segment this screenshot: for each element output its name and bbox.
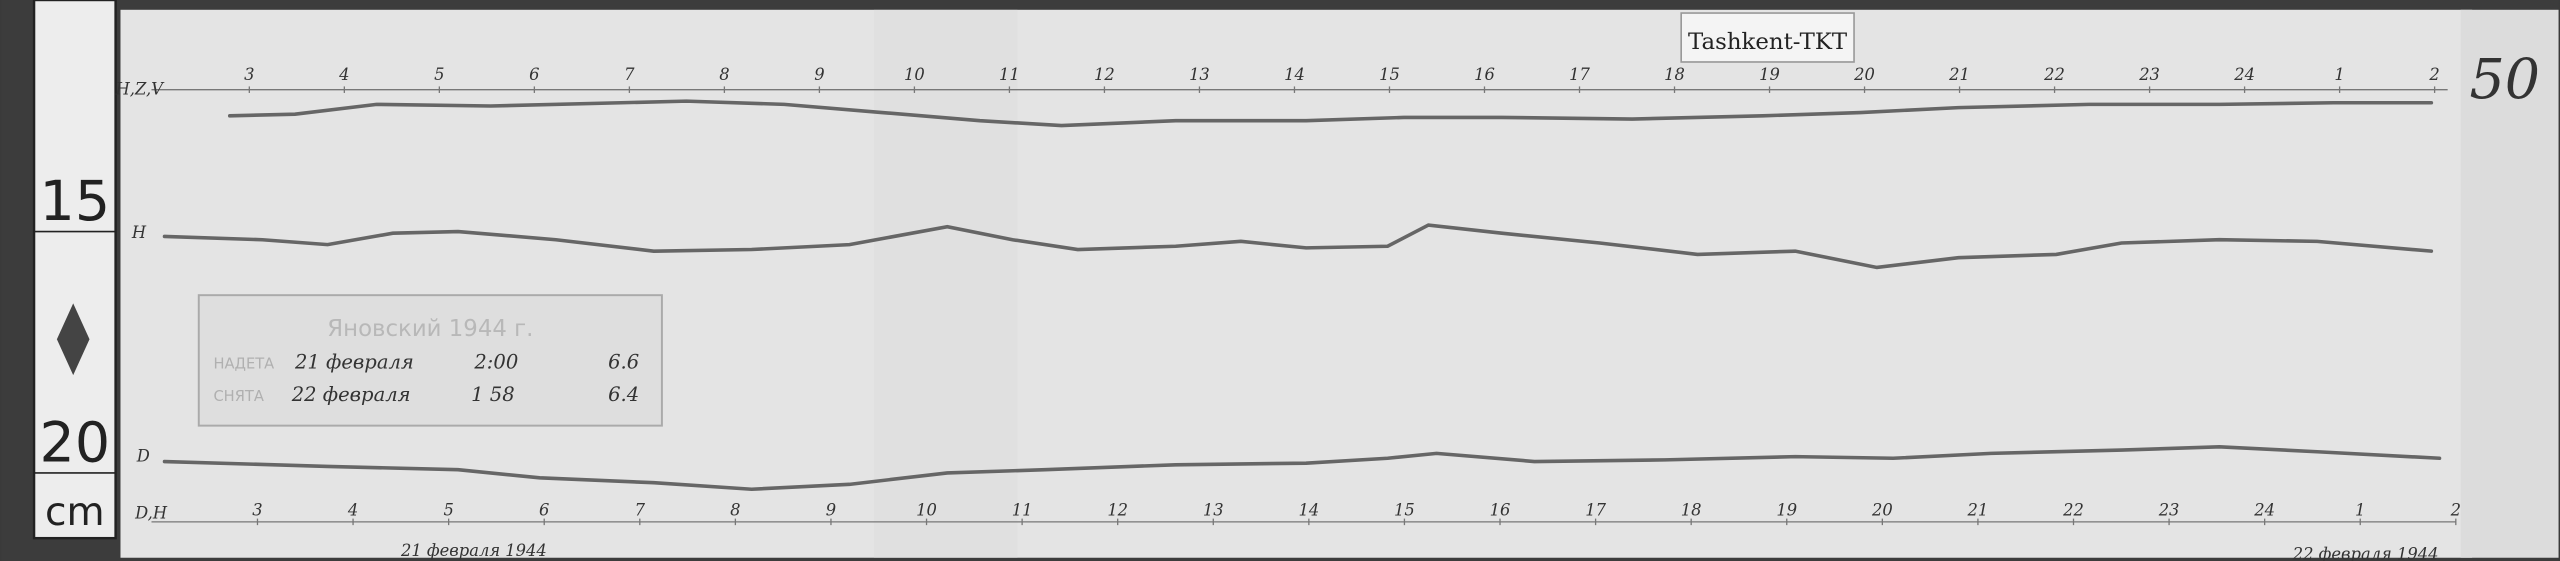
- hour-label: 6: [529, 65, 539, 84]
- hour-label: 15: [1379, 65, 1400, 84]
- hour-label: 10: [904, 65, 925, 84]
- hour-label: 17: [1569, 65, 1590, 84]
- stamp-label: НАДЕТА: [213, 356, 274, 373]
- hour-label: 9: [814, 65, 824, 84]
- footer-note: 22 февраля 1944: [2292, 544, 2439, 561]
- stamp-value: 6.4: [608, 383, 639, 406]
- hour-label: 23: [2138, 65, 2160, 84]
- hour-label: 23: [2158, 500, 2180, 519]
- corner-number: 50: [2469, 48, 2540, 112]
- hour-label: 24: [2253, 500, 2275, 519]
- hour-label: 22: [2062, 500, 2084, 519]
- hour-label: 18: [1664, 65, 1685, 84]
- paper-overlap: [873, 9, 1018, 558]
- ruler-marker: [56, 303, 90, 376]
- hour-label: 19: [1776, 500, 1797, 519]
- hour-label: 6: [539, 500, 549, 519]
- hour-label: 16: [1474, 65, 1495, 84]
- hour-label: 11: [999, 65, 1020, 84]
- hour-label: 21: [1967, 500, 1989, 519]
- stamp: [197, 294, 663, 427]
- hour-label: 12: [1094, 65, 1115, 84]
- ruler-mark: 15: [40, 170, 111, 234]
- hour-label: 2: [2428, 65, 2439, 84]
- stamp-time: 1 58: [471, 383, 515, 406]
- hour-label: 8: [719, 65, 729, 84]
- footer-note: 21 февраля 1944: [400, 541, 547, 560]
- bottom-hours: 3 4 5 6 7 8 9 10 11 12 13 14 15 16 17 18 19 20 21 22 23 24 1 2: [252, 500, 2461, 526]
- trace-label: H,Z,V: [115, 80, 166, 99]
- trace-label: D,H: [134, 504, 168, 523]
- stamp-value: 6.6: [608, 351, 639, 374]
- hour-label: 22: [2043, 65, 2065, 84]
- hour-label: 3: [244, 65, 254, 84]
- hour-label: 7: [635, 500, 646, 519]
- trace-h: [162, 223, 2434, 270]
- hour-label: 7: [624, 65, 635, 84]
- hour-label: 18: [1681, 500, 1702, 519]
- hour-label: 1: [2355, 500, 2365, 519]
- station-label: Tashkent-TKT: [1688, 29, 1847, 55]
- hour-label: 5: [443, 500, 453, 519]
- hour-label: 17: [1585, 500, 1606, 519]
- hour-label: 15: [1394, 500, 1415, 519]
- ruler-mark: 20: [40, 412, 111, 476]
- hour-label: 24: [2233, 65, 2255, 84]
- hour-label: 10: [916, 500, 937, 519]
- hour-label: 14: [1298, 500, 1319, 519]
- hour-label: 13: [1189, 65, 1210, 84]
- ruler-unit: cm: [45, 490, 105, 535]
- hour-label: 9: [826, 500, 836, 519]
- trace-z: [227, 99, 2434, 128]
- hour-label: 21: [1948, 65, 1970, 84]
- stamp-label: СНЯТА: [213, 388, 263, 405]
- trace-label: H: [131, 223, 147, 242]
- hour-label: 20: [1871, 500, 1893, 519]
- top-hours: 3 4 5 6 7 8 9 10 11 12 13 14 15 16 17 18 19 20 21 22 23 24 1 2: [244, 65, 2440, 93]
- trace-d: [162, 445, 2442, 492]
- hour-label: 1: [2334, 65, 2344, 84]
- hour-label: 19: [1759, 65, 1780, 84]
- hour-label: 11: [1012, 500, 1033, 519]
- hour-label: 13: [1203, 500, 1224, 519]
- hour-label: 5: [434, 65, 444, 84]
- hour-label: 8: [730, 500, 740, 519]
- station-tag: [1680, 12, 1855, 63]
- stamp-title: Яновский 1944 г.: [327, 316, 533, 342]
- stamp-date: 21 февраля: [294, 351, 414, 374]
- trace-label: D: [136, 447, 150, 466]
- ruler: [32, 0, 117, 540]
- paper: [120, 9, 2473, 558]
- stamp-time: 2:00: [473, 351, 518, 374]
- hour-label: 12: [1107, 500, 1128, 519]
- hour-label: 16: [1490, 500, 1511, 519]
- hour-label: 20: [1853, 65, 1875, 84]
- hour-label: 14: [1284, 65, 1305, 84]
- paper-edge: [2460, 9, 2559, 558]
- stamp-date: 22 февраля: [291, 383, 411, 406]
- hour-label: 2: [2450, 500, 2461, 519]
- hour-label: 4: [338, 65, 349, 84]
- hour-label: 3: [252, 500, 262, 519]
- hour-label: 4: [347, 500, 358, 519]
